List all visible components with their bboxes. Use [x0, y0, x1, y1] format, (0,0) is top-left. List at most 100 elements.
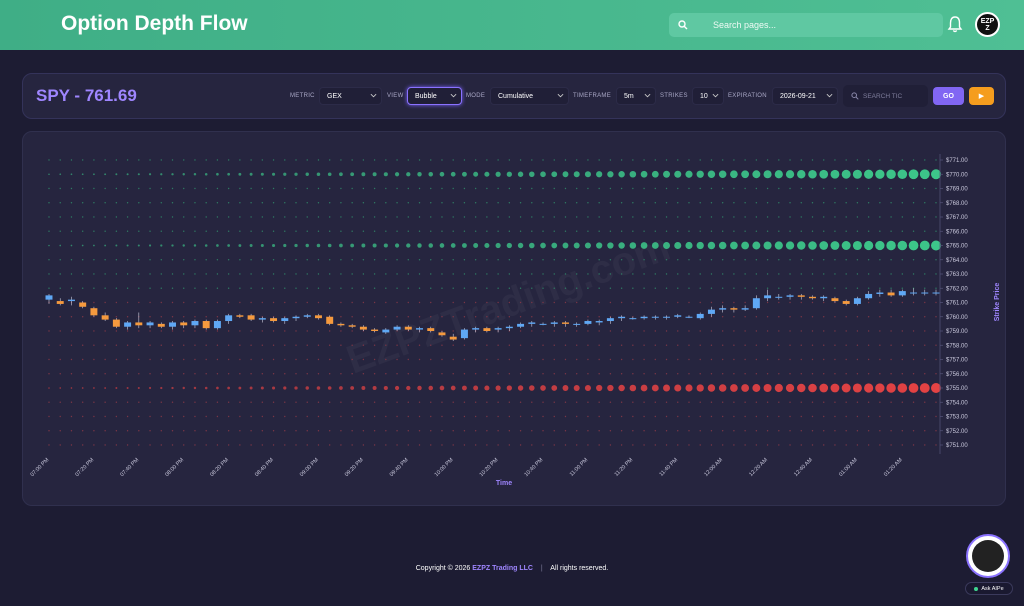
grid-dot	[418, 287, 421, 289]
grid-dot	[272, 187, 275, 190]
bubble-point	[339, 243, 343, 248]
grid-dot	[542, 216, 544, 218]
grid-dot	[677, 358, 679, 361]
grid-dot	[542, 373, 544, 375]
page-search[interactable]	[669, 13, 943, 37]
view-select[interactable]: Bubble	[407, 87, 462, 105]
grid-dot	[295, 330, 297, 332]
y-axis-ticks: $771.00$770.00$769.00$768.00$767.00$766.…	[940, 158, 968, 449]
grid-dot	[632, 430, 634, 432]
strikes-select[interactable]: 10	[692, 87, 724, 105]
grid-dot	[328, 430, 331, 432]
grid-dot	[688, 202, 690, 204]
grid-dot	[183, 230, 185, 232]
grid-dot	[677, 301, 679, 304]
grid-dot	[677, 415, 679, 418]
grid-dot	[531, 202, 533, 204]
footer-company[interactable]: EZPZ Trading LLC	[472, 565, 533, 572]
grid-dot	[632, 230, 634, 232]
grid-dot	[497, 273, 499, 275]
grid-dot	[935, 344, 937, 346]
grid-dot	[216, 316, 219, 318]
grid-dot	[531, 159, 533, 161]
grid-dot	[104, 344, 106, 346]
grid-dot	[755, 216, 758, 218]
grid-dot	[755, 401, 758, 403]
bell-icon[interactable]	[947, 15, 965, 35]
grid-dot	[766, 187, 769, 190]
grid-dot	[104, 230, 106, 232]
grid-dot	[901, 344, 904, 346]
go-button[interactable]: GO	[933, 87, 964, 105]
grid-dot	[643, 230, 645, 232]
bubble-point	[204, 244, 208, 247]
candle-body	[651, 316, 659, 318]
bubble-point	[272, 386, 276, 390]
grid-dot	[93, 301, 95, 304]
grid-dot	[632, 202, 634, 204]
grid-dot	[643, 187, 645, 190]
grid-dot	[800, 159, 802, 161]
grid-dot	[620, 401, 623, 403]
grid-dot	[373, 316, 376, 318]
grid-dot	[924, 330, 926, 332]
grid-dot	[261, 415, 264, 418]
grid-dot	[789, 316, 791, 318]
play-button[interactable]: ▶	[969, 87, 994, 105]
bubble-point	[596, 384, 603, 392]
bubble-point	[350, 386, 355, 390]
ticker-search[interactable]	[843, 85, 928, 107]
bubble-point	[852, 383, 862, 393]
grid-dot	[620, 259, 623, 261]
grid-dot	[721, 316, 724, 318]
grid-dot	[205, 373, 207, 375]
mode-select[interactable]: Cumulative	[490, 87, 569, 105]
ticker-search-input[interactable]	[863, 89, 923, 103]
x-tick-label: 07:20 PM	[74, 457, 95, 478]
grid-dot	[138, 373, 140, 375]
search-input[interactable]	[697, 15, 941, 35]
grid-dot	[284, 230, 286, 232]
ai-assistant-label[interactable]: Ask AIPe	[965, 582, 1013, 595]
y-tick-label: $751.00	[946, 443, 968, 449]
grid-dot	[93, 159, 95, 161]
grid-dot	[553, 358, 555, 361]
grid-dot	[239, 444, 241, 446]
grid-dot	[474, 259, 477, 261]
bubble-point	[227, 172, 231, 176]
bubble-chart[interactable]: EZPZTrading.com $771.00$770.00$769.00$76…	[23, 132, 1007, 507]
grid-dot	[879, 444, 881, 446]
avatar[interactable]: EZPZ	[975, 12, 1000, 37]
grid-dot	[744, 301, 746, 304]
grid-dot	[632, 287, 634, 289]
grid-dot	[261, 373, 264, 375]
grid-dot	[531, 373, 533, 375]
grid-dot	[284, 401, 286, 403]
grid-dot	[766, 230, 769, 232]
expiration-select[interactable]: 2026-09-21	[772, 87, 838, 105]
bubble-point	[718, 384, 727, 392]
grid-dot	[564, 187, 567, 190]
grid-dot	[677, 373, 679, 375]
search-icon[interactable]	[669, 13, 697, 37]
ai-assistant-button[interactable]	[966, 534, 1010, 578]
grid-dot	[452, 159, 454, 161]
metric-select[interactable]: GEX	[319, 87, 382, 105]
grid-dot	[317, 187, 320, 190]
grid-dot	[632, 259, 634, 261]
bubble-point	[93, 387, 95, 389]
grid-dot	[823, 415, 825, 418]
grid-dot	[519, 273, 522, 275]
grid-dot	[823, 330, 825, 332]
expiration-label: EXPIRATION	[728, 93, 767, 99]
bubble-point	[361, 172, 366, 177]
grid-dot	[205, 273, 207, 275]
grid-dot	[643, 373, 645, 375]
grid-dot	[542, 415, 544, 418]
timeframe-select[interactable]: 5m	[616, 87, 656, 105]
grid-dot	[138, 401, 140, 403]
grid-dot	[620, 287, 623, 289]
grid-dot	[295, 273, 297, 275]
grid-dot	[194, 301, 196, 304]
mode-value: Cumulative	[498, 93, 534, 100]
